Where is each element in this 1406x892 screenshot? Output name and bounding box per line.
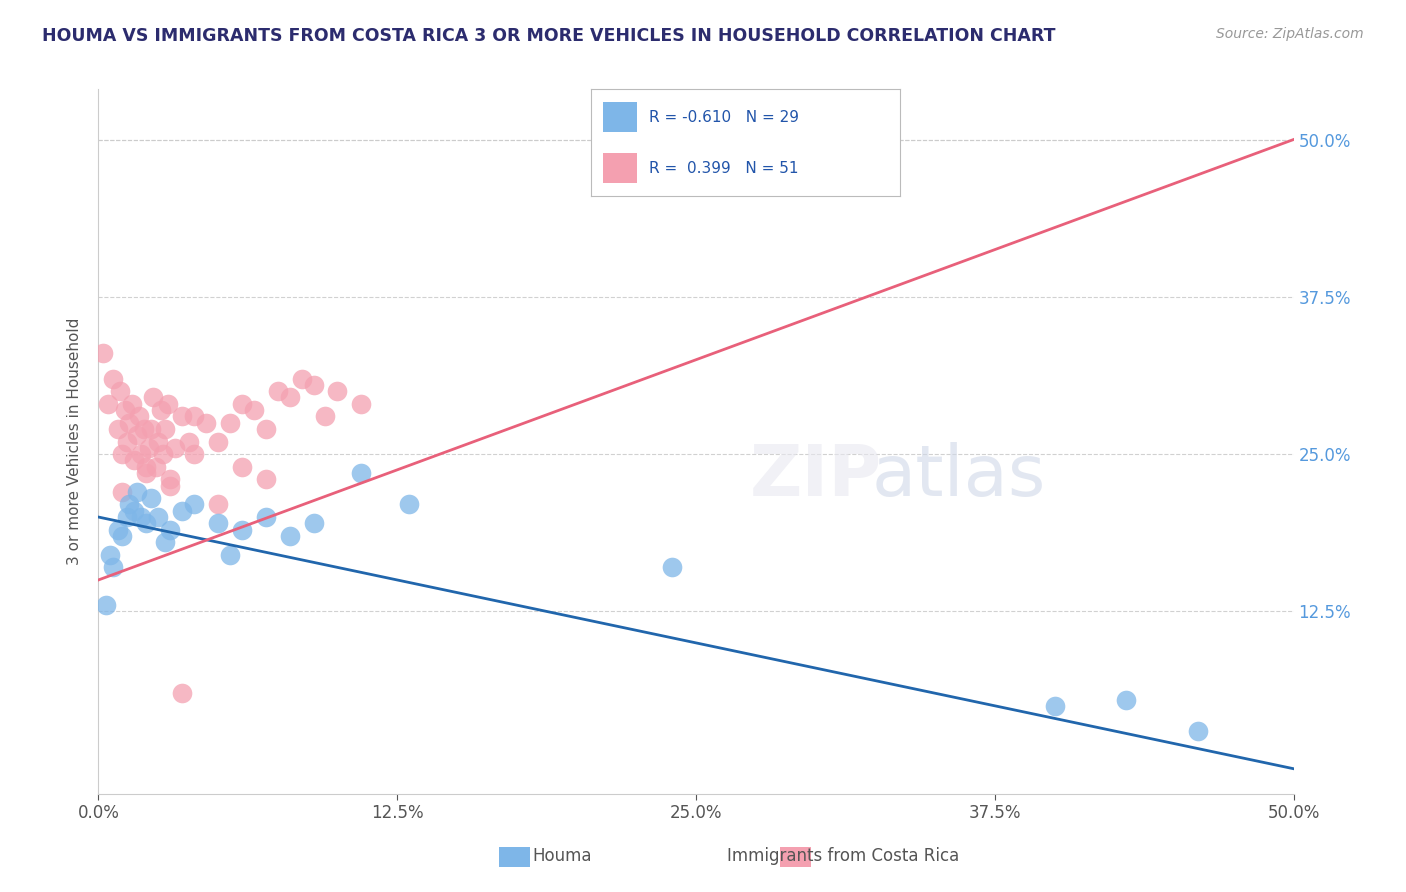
Point bbox=[138, 441, 160, 455]
Point bbox=[121, 397, 143, 411]
Point bbox=[183, 409, 205, 424]
Text: Source: ZipAtlas.com: Source: ZipAtlas.com bbox=[1216, 27, 1364, 41]
Point bbox=[148, 434, 170, 449]
Text: atlas: atlas bbox=[872, 442, 1046, 511]
Point bbox=[350, 466, 373, 480]
FancyBboxPatch shape bbox=[603, 102, 637, 132]
Point bbox=[152, 447, 174, 461]
Point bbox=[231, 397, 253, 411]
Point bbox=[114, 403, 136, 417]
Point bbox=[115, 434, 138, 449]
Point bbox=[118, 416, 141, 430]
Point bbox=[111, 447, 134, 461]
Point bbox=[195, 416, 218, 430]
Point bbox=[125, 484, 148, 499]
Point bbox=[159, 478, 181, 492]
Text: R =  0.399   N = 51: R = 0.399 N = 51 bbox=[650, 161, 799, 176]
Y-axis label: 3 or more Vehicles in Household: 3 or more Vehicles in Household bbox=[67, 318, 83, 566]
Text: Immigrants from Costa Rica: Immigrants from Costa Rica bbox=[727, 847, 960, 865]
Point bbox=[124, 504, 146, 518]
Point bbox=[207, 498, 229, 512]
Point bbox=[135, 459, 157, 474]
Point bbox=[267, 384, 290, 399]
FancyBboxPatch shape bbox=[603, 153, 637, 184]
Point bbox=[661, 560, 683, 574]
Point bbox=[98, 548, 122, 562]
Point bbox=[254, 422, 277, 436]
Point bbox=[124, 453, 146, 467]
Point bbox=[183, 447, 205, 461]
Point bbox=[159, 472, 181, 486]
Point bbox=[179, 434, 201, 449]
Point bbox=[1115, 692, 1137, 706]
Point bbox=[125, 428, 148, 442]
Point bbox=[145, 459, 167, 474]
Point bbox=[326, 384, 349, 399]
Point bbox=[231, 523, 253, 537]
Point bbox=[115, 510, 138, 524]
Point bbox=[172, 504, 194, 518]
Point bbox=[132, 422, 155, 436]
Point bbox=[108, 384, 131, 399]
Point bbox=[254, 510, 277, 524]
Point bbox=[1187, 723, 1209, 738]
Point bbox=[97, 397, 120, 411]
Point bbox=[183, 498, 205, 512]
Point bbox=[155, 422, 177, 436]
Point bbox=[302, 516, 325, 531]
Point bbox=[101, 371, 124, 385]
Point bbox=[350, 397, 373, 411]
Point bbox=[207, 516, 229, 531]
Point bbox=[172, 686, 194, 700]
Point bbox=[128, 409, 150, 424]
Point bbox=[94, 598, 117, 612]
Point bbox=[111, 529, 134, 543]
Point bbox=[172, 409, 194, 424]
Point bbox=[135, 466, 157, 480]
Point bbox=[398, 498, 420, 512]
Point bbox=[139, 491, 162, 505]
Point bbox=[207, 434, 229, 449]
Point bbox=[118, 498, 141, 512]
Text: ZIP: ZIP bbox=[749, 442, 882, 511]
Point bbox=[131, 447, 153, 461]
Point bbox=[107, 422, 129, 436]
Point bbox=[231, 459, 253, 474]
Text: R = -0.610   N = 29: R = -0.610 N = 29 bbox=[650, 110, 799, 125]
Text: Houma: Houma bbox=[533, 847, 592, 865]
Point bbox=[159, 523, 181, 537]
Point bbox=[101, 560, 124, 574]
Point bbox=[139, 422, 162, 436]
Point bbox=[163, 441, 186, 455]
Point bbox=[91, 346, 114, 360]
Point bbox=[148, 510, 170, 524]
Text: HOUMA VS IMMIGRANTS FROM COSTA RICA 3 OR MORE VEHICLES IN HOUSEHOLD CORRELATION : HOUMA VS IMMIGRANTS FROM COSTA RICA 3 OR… bbox=[42, 27, 1056, 45]
Point bbox=[219, 416, 242, 430]
Point bbox=[142, 391, 165, 405]
Point bbox=[243, 403, 266, 417]
Point bbox=[315, 409, 337, 424]
Point bbox=[291, 371, 314, 385]
Point bbox=[131, 510, 153, 524]
Point bbox=[135, 516, 157, 531]
Point bbox=[1043, 698, 1066, 713]
Point bbox=[111, 484, 134, 499]
Point bbox=[107, 523, 129, 537]
Point bbox=[156, 397, 179, 411]
Point bbox=[302, 378, 325, 392]
Point bbox=[278, 529, 301, 543]
Point bbox=[149, 403, 172, 417]
Point bbox=[278, 391, 301, 405]
Point bbox=[254, 472, 277, 486]
Point bbox=[155, 535, 177, 549]
Point bbox=[219, 548, 242, 562]
